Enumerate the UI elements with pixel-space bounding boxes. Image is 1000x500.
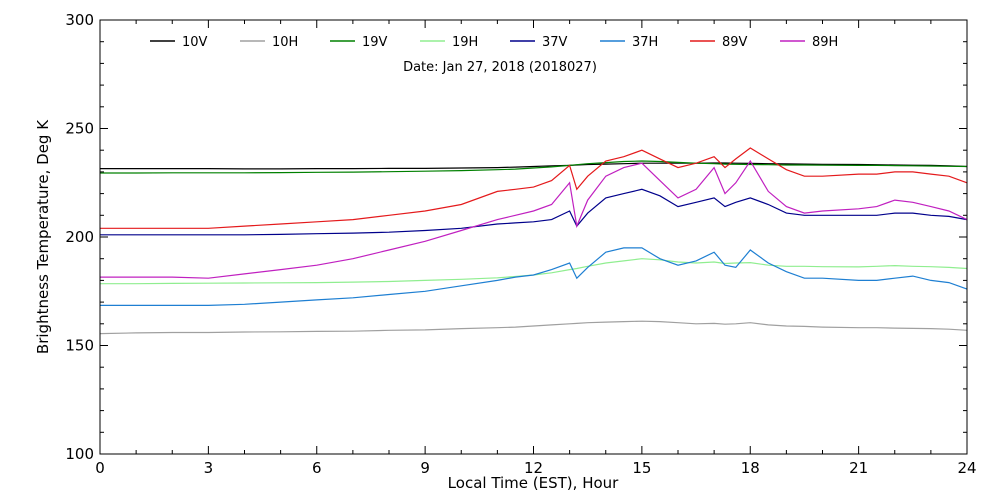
legend-label-37v: 37V bbox=[542, 35, 568, 50]
series-line-10v bbox=[100, 162, 968, 170]
legend-label-89v: 89V bbox=[722, 35, 748, 50]
y-axis-title: Brightness Temperature, Deg K bbox=[34, 119, 52, 354]
x-tick-label: 24 bbox=[957, 459, 976, 477]
legend-label-10v: 10V bbox=[182, 35, 208, 50]
legend-label-19h: 19H bbox=[452, 35, 478, 50]
x-tick-label: 0 bbox=[95, 459, 105, 477]
series-line-19v bbox=[100, 160, 968, 174]
y-tick-label: 100 bbox=[65, 445, 94, 463]
y-tick-label: 300 bbox=[65, 11, 94, 29]
y-tick-label: 150 bbox=[65, 337, 94, 355]
x-tick-label: 18 bbox=[741, 459, 760, 477]
x-tick-label: 9 bbox=[420, 459, 430, 477]
x-tick-label: 3 bbox=[204, 459, 214, 477]
legend-label-10h: 10H bbox=[272, 35, 298, 50]
legend-label-19v: 19V bbox=[362, 35, 388, 50]
x-axis-title: Local Time (EST), Hour bbox=[448, 474, 619, 492]
legend: 10V 10H 19V 19H 37V 37H 89V 89H bbox=[150, 35, 838, 50]
y-tick-label: 200 bbox=[65, 228, 94, 246]
x-tick-label: 12 bbox=[524, 459, 543, 477]
x-tick-label: 21 bbox=[849, 459, 868, 477]
series-line-19h bbox=[100, 258, 968, 285]
series-line-89v bbox=[100, 147, 968, 229]
x-tick-label: 6 bbox=[312, 459, 322, 477]
date-annotation: Date: Jan 27, 2018 (2018027) bbox=[403, 60, 597, 75]
legend-label-89h: 89H bbox=[812, 35, 838, 50]
x-tick-label: 15 bbox=[632, 459, 651, 477]
legend-label-37h: 37H bbox=[632, 35, 658, 50]
series-line-37h bbox=[100, 247, 968, 306]
ticks-layer: 0 3 6 9 12 15 18 21 24 100 150 200 250 300 bbox=[65, 11, 976, 477]
series-layer bbox=[99, 147, 968, 335]
series-line-89h bbox=[100, 159, 968, 279]
plot-frame bbox=[99, 19, 968, 455]
y-tick-label: 250 bbox=[65, 120, 94, 138]
series-line-37v bbox=[100, 188, 968, 236]
series-line-10h bbox=[99, 320, 968, 335]
